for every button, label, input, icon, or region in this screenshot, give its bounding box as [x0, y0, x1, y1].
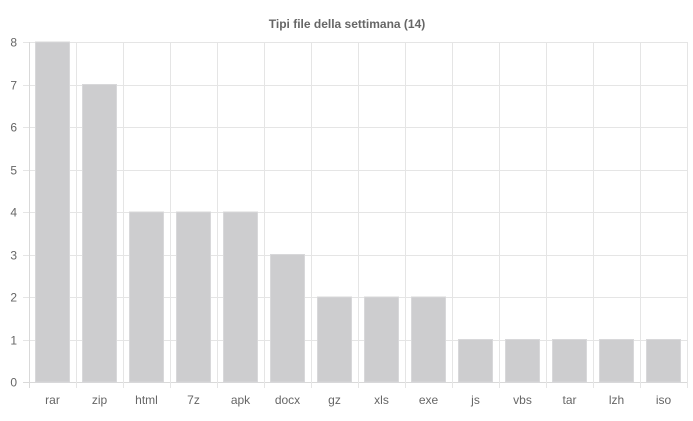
x-tick-label: js [470, 393, 480, 407]
bar-iso [646, 339, 681, 383]
y-tick-label: 8 [10, 36, 17, 50]
y-tick-label: 2 [10, 291, 17, 305]
x-tick-label: apk [231, 393, 251, 407]
chart-title: Tipi file della settimana (14) [269, 17, 426, 31]
y-tick-label: 3 [10, 249, 17, 263]
y-axis-ticks: 0 1 2 3 4 5 6 7 8 [10, 36, 17, 390]
bar-rar [35, 41, 70, 383]
y-tick-label: 5 [10, 164, 17, 178]
x-tick-label: rar [45, 393, 60, 407]
bar-apk [223, 211, 258, 383]
x-tick-label: exe [419, 393, 439, 407]
bar-exe [411, 296, 446, 383]
bar-docx [270, 254, 305, 383]
x-axis-ticks: rar zip html 7z apk docx gz xls exe js vbs tar lzh is… [45, 393, 671, 407]
y-tick-label: 4 [10, 206, 17, 220]
bar-zip [82, 84, 117, 383]
x-tick-label: iso [656, 393, 672, 407]
x-tick-label: lzh [609, 393, 624, 407]
x-tick-label: tar [562, 393, 576, 407]
x-tick-label: zip [92, 393, 108, 407]
bar-xls [364, 296, 399, 383]
y-tick-label: 6 [10, 121, 17, 135]
x-tick-label: gz [328, 393, 341, 407]
x-tick-label: docx [275, 393, 300, 407]
x-tick-label: vbs [513, 393, 532, 407]
bar-js [458, 339, 493, 383]
bar-vbs [505, 339, 540, 383]
bar-7z [176, 211, 211, 383]
x-tick-label: html [135, 393, 158, 407]
bar-html [129, 211, 164, 383]
bars-layer [35, 41, 681, 383]
bar-gz [317, 296, 352, 383]
x-tick-label: 7z [187, 393, 200, 407]
y-tick-label: 7 [10, 79, 17, 93]
grid-layer [23, 42, 688, 388]
x-tick-label: xls [374, 393, 389, 407]
y-tick-label: 1 [10, 334, 17, 348]
bar-tar [552, 339, 587, 383]
y-tick-label: 0 [10, 376, 17, 390]
bar-lzh [599, 339, 634, 383]
